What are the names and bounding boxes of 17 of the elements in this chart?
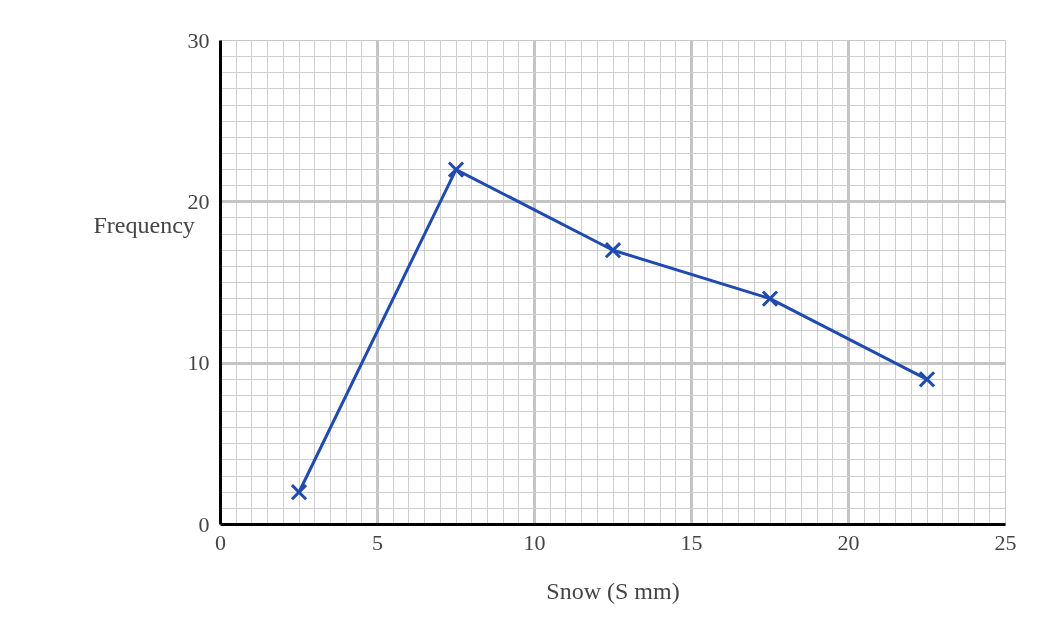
x-tick-label: 15: [680, 529, 703, 555]
y-tick-label: 30: [187, 27, 210, 53]
x-tick-label: 10: [523, 529, 546, 555]
point: [447, 161, 465, 179]
x-tick-label: 0: [215, 529, 226, 555]
y-tick-label: 0: [198, 511, 210, 537]
point: [918, 370, 936, 388]
point: [604, 241, 622, 259]
y-axis-title: Frequency: [93, 211, 195, 238]
point: [761, 290, 779, 308]
x-tick-label: 20: [837, 529, 860, 555]
x-tick-label: 5: [372, 529, 383, 555]
x-axis-title: Snow (S mm): [546, 577, 680, 604]
point: [290, 483, 308, 501]
y-tick-label: 20: [187, 188, 210, 214]
x-tick-label: 25: [994, 529, 1017, 555]
y-tick-label: 10: [187, 350, 210, 376]
